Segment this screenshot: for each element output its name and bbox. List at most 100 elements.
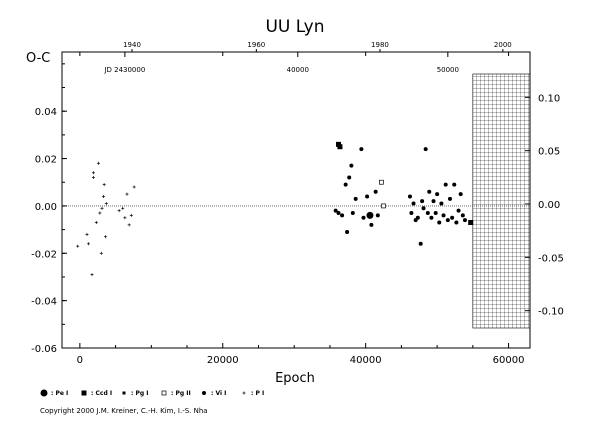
data-points — [76, 141, 474, 277]
data-point — [336, 211, 341, 216]
data-point — [415, 215, 420, 220]
legend-symbol — [81, 390, 87, 396]
data-point — [421, 206, 426, 211]
legend-item: : Pe I — [40, 389, 68, 397]
y2-tick-label: 0.00 — [538, 200, 560, 211]
year-tick-label: 1940 — [123, 41, 141, 49]
data-point — [96, 161, 100, 165]
data-point — [439, 201, 444, 206]
legend-item: : Pg I — [122, 390, 149, 397]
x-tick-label: 20000 — [207, 355, 239, 366]
y-tick-label: -0.06 — [31, 344, 57, 355]
data-point — [435, 192, 440, 197]
data-point — [76, 244, 80, 248]
data-point — [369, 222, 374, 227]
year-tick-label: 1960 — [247, 41, 265, 49]
data-point — [418, 241, 423, 246]
legend-item: : P I — [242, 390, 264, 397]
data-point — [361, 215, 366, 220]
data-point — [125, 192, 129, 196]
series-plus — [76, 161, 136, 277]
legend-label: : Pg II — [171, 390, 191, 397]
data-point — [90, 273, 94, 277]
legend-label: : Pg I — [131, 390, 149, 397]
data-point — [345, 229, 350, 234]
y-axis-title: O-C — [26, 51, 50, 66]
data-point — [409, 211, 414, 216]
data-point — [366, 211, 374, 219]
plot-frame — [61, 51, 531, 349]
data-point — [121, 206, 125, 210]
legend-symbol — [40, 389, 48, 397]
data-point — [379, 179, 384, 185]
legend-symbol — [122, 391, 126, 395]
data-point — [441, 213, 446, 218]
y-tick-label: 0.00 — [35, 202, 57, 213]
data-point — [468, 219, 474, 225]
y2-tick-label: -0.05 — [538, 253, 564, 264]
x-tick-label: 0 — [77, 355, 83, 366]
data-point — [104, 202, 108, 206]
data-point — [456, 208, 461, 213]
data-point — [407, 194, 412, 199]
legend-label: : P I — [251, 390, 264, 397]
data-point — [343, 182, 348, 187]
data-point — [359, 147, 364, 152]
data-point — [127, 223, 131, 227]
chart-title: UU Lyn — [265, 17, 324, 37]
data-point — [350, 211, 355, 216]
data-point — [132, 185, 136, 189]
data-point — [458, 192, 463, 197]
y2-tick-label: -0.10 — [538, 307, 564, 318]
legend-symbol — [242, 391, 246, 395]
data-point — [91, 176, 95, 180]
y2-tick-label: 0.05 — [538, 147, 560, 158]
hatched-region — [472, 73, 531, 329]
axis-ticks: 0 20000 40000 60000 -0.06 -0.04 -0.02 0.00 0.02 0… — [31, 41, 564, 366]
hatched-future-region — [472, 73, 531, 329]
copyright-text: Copyright 2000 J.M. Kreiner, C.-H. Kim, … — [40, 407, 208, 415]
data-point — [117, 209, 121, 213]
series-dot — [333, 147, 467, 246]
data-point — [104, 235, 108, 239]
data-point — [437, 220, 442, 225]
x-tick-label: 40000 — [350, 355, 382, 366]
data-point — [99, 251, 103, 255]
legend-label: : Ccd I — [91, 390, 112, 397]
data-point — [123, 216, 127, 220]
data-point — [445, 218, 450, 223]
data-point — [431, 199, 436, 204]
jd-tick-label: JD 2430000 — [103, 66, 145, 74]
data-point — [100, 206, 104, 210]
year-tick-label: 2000 — [494, 41, 512, 49]
legend-item: : Pg II — [161, 390, 191, 397]
data-point — [373, 189, 378, 194]
legend-symbol — [202, 391, 206, 395]
data-point — [427, 189, 432, 194]
data-point — [375, 213, 380, 218]
data-point — [340, 213, 345, 218]
legend-item: : Vi I — [202, 390, 226, 397]
data-point — [102, 183, 106, 187]
data-point — [365, 194, 370, 199]
data-point — [353, 196, 358, 201]
data-point — [429, 215, 434, 220]
x-axis-title: Epoch — [275, 371, 315, 386]
data-point — [94, 220, 98, 224]
y-tick-label: -0.04 — [31, 297, 57, 308]
y-tick-label: 0.04 — [35, 107, 57, 118]
data-point — [433, 211, 438, 216]
data-point — [452, 182, 457, 187]
data-point — [86, 242, 90, 246]
jd-tick-label: 50000 — [437, 66, 459, 74]
data-point — [85, 232, 89, 236]
data-point — [420, 199, 425, 204]
legend-symbol — [161, 390, 167, 396]
data-point — [333, 208, 338, 213]
data-point — [454, 220, 459, 225]
data-point — [129, 213, 133, 217]
data-point — [101, 194, 105, 198]
x-tick-label: 60000 — [493, 355, 525, 366]
data-point — [425, 211, 430, 216]
series-open-square — [379, 179, 386, 209]
